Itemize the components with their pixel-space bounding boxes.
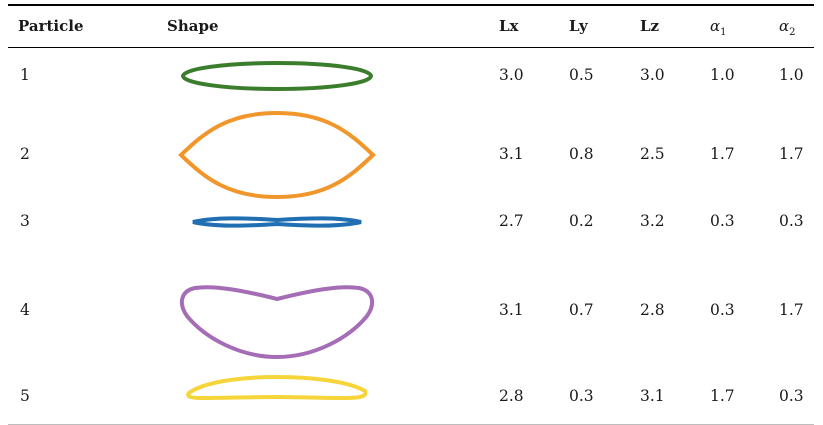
row5-alpha2: 0.3 xyxy=(779,387,804,405)
row4-lz: 2.8 xyxy=(640,301,665,319)
row5-lx: 2.8 xyxy=(499,387,524,405)
row1-ly: 0.5 xyxy=(569,66,594,84)
header-particle: Particle xyxy=(18,17,84,35)
row3-alpha2: 0.3 xyxy=(779,212,804,230)
header-ly: Ly xyxy=(569,17,588,35)
row1-lx: 3.0 xyxy=(499,66,524,84)
table-top-rule xyxy=(8,4,814,6)
row5-particle: 5 xyxy=(20,387,30,405)
row5-shape-outline xyxy=(186,374,368,401)
row3-lz: 3.2 xyxy=(640,212,665,230)
row5-alpha1: 1.7 xyxy=(710,387,735,405)
row1-alpha1: 1.0 xyxy=(710,66,735,84)
row4-shape-outline xyxy=(179,285,375,360)
row4-alpha2: 1.7 xyxy=(779,301,804,319)
table-header-rule xyxy=(8,47,814,48)
row4-alpha1: 0.3 xyxy=(710,301,735,319)
row2-ly: 0.8 xyxy=(569,145,594,163)
row2-alpha1: 1.7 xyxy=(710,145,735,163)
row5-ly: 0.3 xyxy=(569,387,594,405)
row4-ly: 0.7 xyxy=(569,301,594,319)
row3-particle: 3 xyxy=(20,212,30,230)
header-alpha2: α2 xyxy=(779,17,796,38)
header-lz: Lz xyxy=(640,17,660,35)
row3-alpha1: 0.3 xyxy=(710,212,735,230)
header-shape: Shape xyxy=(167,17,219,35)
row2-particle: 2 xyxy=(20,145,30,163)
header-alpha1: α1 xyxy=(710,17,727,38)
row3-shape-outline xyxy=(192,216,362,228)
row4-particle: 4 xyxy=(20,301,30,319)
row2-shape-outline xyxy=(178,110,376,200)
row4-lx: 3.1 xyxy=(499,301,524,319)
row1-particle: 1 xyxy=(20,66,30,84)
row3-ly: 0.2 xyxy=(569,212,594,230)
row1-shape-outline xyxy=(181,61,373,91)
row5-lz: 3.1 xyxy=(640,387,665,405)
row3-lx: 2.7 xyxy=(499,212,524,230)
header-lx: Lx xyxy=(499,17,519,35)
row1-alpha2: 1.0 xyxy=(779,66,804,84)
row2-lz: 2.5 xyxy=(640,145,665,163)
row2-lx: 3.1 xyxy=(499,145,524,163)
row1-lz: 3.0 xyxy=(640,66,665,84)
row2-alpha2: 1.7 xyxy=(779,145,804,163)
